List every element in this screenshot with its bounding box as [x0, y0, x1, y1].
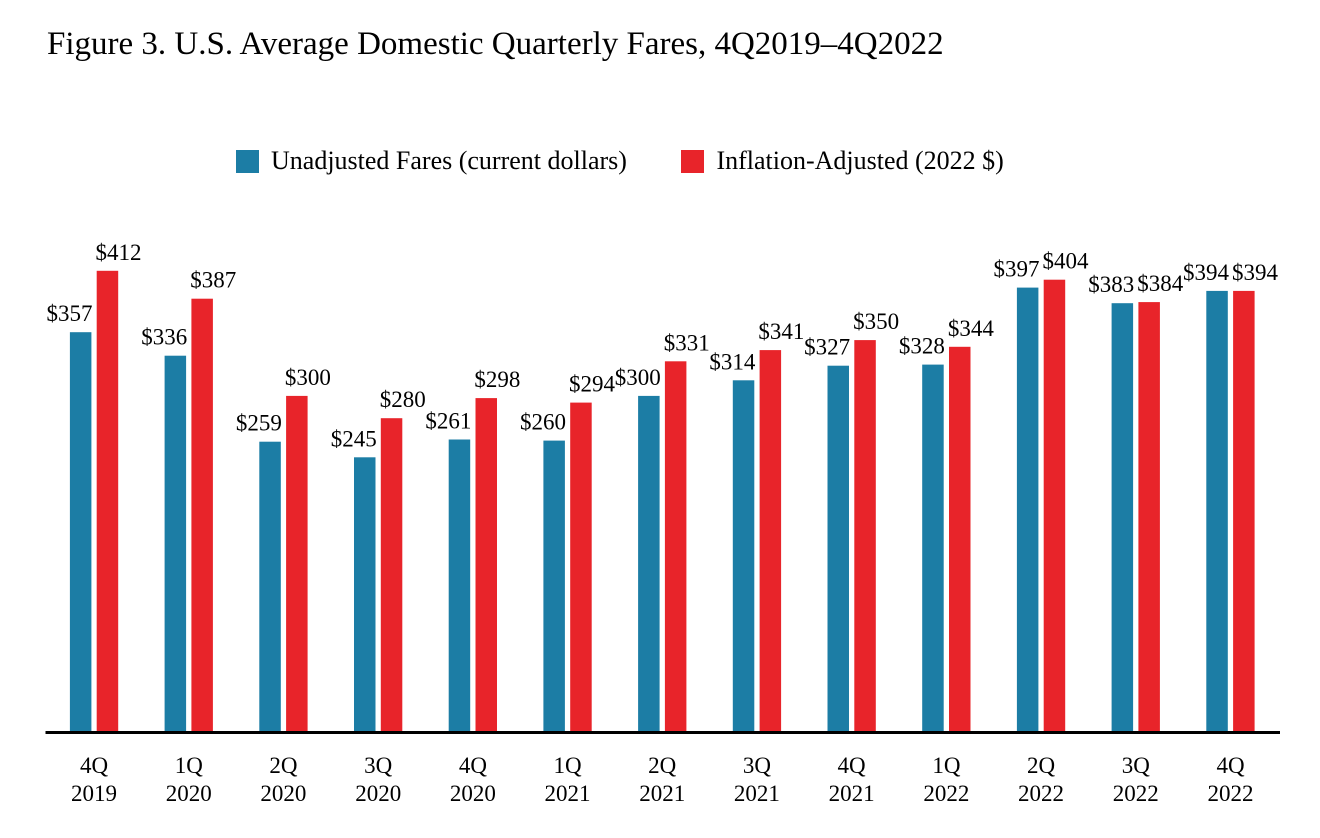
svg-text:1Q: 1Q [932, 753, 961, 778]
svg-text:4Q: 4Q [80, 753, 109, 778]
svg-text:2Q: 2Q [1027, 753, 1056, 778]
svg-text:$314: $314 [709, 349, 756, 374]
svg-text:3Q: 3Q [364, 753, 393, 778]
svg-text:4Q: 4Q [459, 753, 488, 778]
svg-text:2019: 2019 [71, 781, 117, 806]
svg-text:$412: $412 [96, 240, 142, 265]
svg-text:1Q: 1Q [553, 753, 582, 778]
svg-text:2020: 2020 [355, 781, 401, 806]
svg-text:$259: $259 [236, 411, 282, 436]
svg-text:1Q: 1Q [175, 753, 204, 778]
svg-text:$344: $344 [948, 316, 995, 341]
svg-text:3Q: 3Q [1122, 753, 1151, 778]
svg-text:$394: $394 [1183, 260, 1230, 285]
svg-text:2021: 2021 [639, 781, 685, 806]
svg-text:$394: $394 [1232, 260, 1279, 285]
svg-text:2020: 2020 [166, 781, 212, 806]
svg-text:$387: $387 [190, 268, 236, 293]
svg-text:4Q: 4Q [1216, 753, 1245, 778]
svg-text:4Q: 4Q [838, 753, 867, 778]
svg-text:$280: $280 [380, 387, 426, 412]
svg-text:2022: 2022 [1018, 781, 1064, 806]
svg-text:$328: $328 [899, 334, 945, 359]
svg-text:$294: $294 [569, 372, 616, 397]
svg-text:$300: $300 [285, 365, 331, 390]
svg-text:2020: 2020 [260, 781, 306, 806]
svg-text:$336: $336 [141, 325, 187, 350]
svg-text:2Q: 2Q [648, 753, 677, 778]
svg-text:$261: $261 [425, 409, 471, 434]
svg-text:2022: 2022 [1208, 781, 1254, 806]
svg-text:$298: $298 [474, 367, 520, 392]
svg-text:$397: $397 [994, 257, 1040, 282]
svg-text:2021: 2021 [829, 781, 875, 806]
svg-text:2021: 2021 [545, 781, 591, 806]
svg-text:$327: $327 [804, 335, 850, 360]
svg-text:$404: $404 [1043, 249, 1090, 274]
svg-text:$341: $341 [758, 319, 804, 344]
svg-text:2022: 2022 [923, 781, 969, 806]
svg-text:2020: 2020 [450, 781, 496, 806]
svg-text:$300: $300 [615, 365, 661, 390]
svg-text:$260: $260 [520, 410, 566, 435]
svg-text:3Q: 3Q [743, 753, 772, 778]
svg-text:2021: 2021 [734, 781, 780, 806]
svg-text:$384: $384 [1137, 271, 1184, 296]
svg-text:$350: $350 [853, 309, 899, 334]
svg-text:2022: 2022 [1113, 781, 1159, 806]
svg-text:$357: $357 [47, 301, 93, 326]
svg-text:$383: $383 [1088, 272, 1134, 297]
svg-text:$245: $245 [331, 426, 377, 451]
svg-text:$331: $331 [664, 330, 710, 355]
svg-text:2Q: 2Q [269, 753, 298, 778]
